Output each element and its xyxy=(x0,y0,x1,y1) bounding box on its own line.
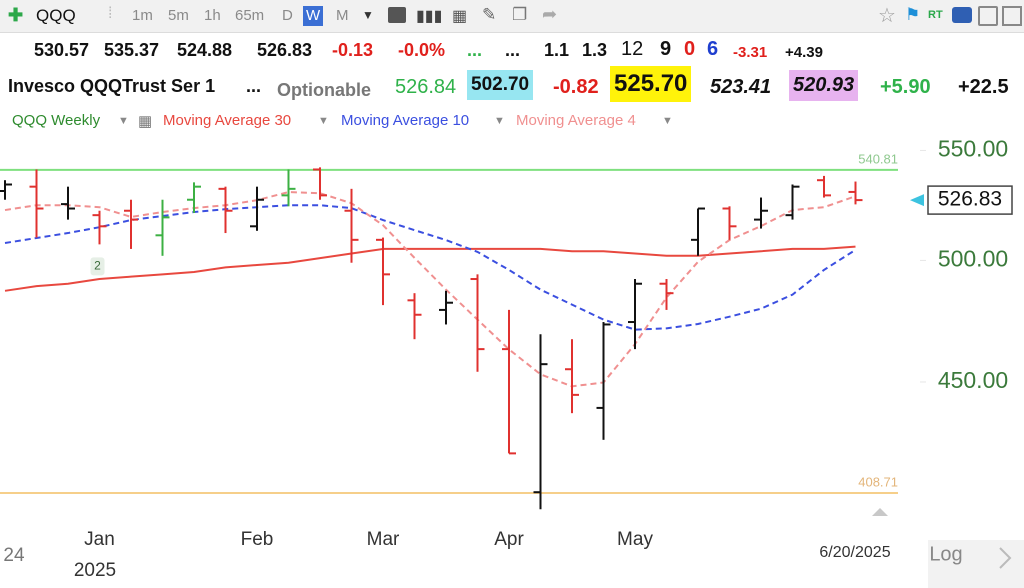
moving-average xyxy=(4,245,856,292)
value: 523.41 xyxy=(710,76,772,98)
scroll-arrow[interactable] xyxy=(872,508,888,516)
expand-arrow[interactable] xyxy=(999,547,1012,569)
y-tick-label: 500.00 xyxy=(938,245,1008,271)
moving-average xyxy=(4,191,856,388)
bars-icon[interactable]: ▮▮▮ xyxy=(416,8,443,25)
x-year-label: 24 xyxy=(3,545,25,566)
y-tick-label: 550.00 xyxy=(938,136,1008,162)
stat: 1.3 xyxy=(582,40,608,60)
value: +22.5 xyxy=(958,76,1009,98)
price-pointer xyxy=(910,194,924,207)
add-icon[interactable]: ✚ xyxy=(8,5,24,25)
value-yellow: 525.70 xyxy=(610,66,692,102)
flag-icon[interactable]: ⚑ xyxy=(905,5,921,24)
pen-icon[interactable]: ✎ xyxy=(482,5,497,24)
reference-label: 408.71 xyxy=(858,474,898,489)
close: 526.83 xyxy=(257,40,313,60)
s-icon[interactable] xyxy=(952,7,972,23)
optionable: Optionable xyxy=(277,80,371,100)
high: 535.37 xyxy=(104,40,160,60)
stat: 12 xyxy=(621,38,644,60)
grid-icon[interactable]: ▦ xyxy=(452,8,468,25)
interval-button[interactable]: M xyxy=(336,7,349,24)
company-name: Invesco QQQTrust Ser 1 xyxy=(8,76,216,96)
legend-caret[interactable]: ▼ xyxy=(118,115,129,127)
scale-box xyxy=(928,540,1024,588)
stat: 9 xyxy=(660,38,672,60)
legend-entry[interactable]: QQQ Weekly xyxy=(12,112,101,129)
legend-entry[interactable]: Moving Average 4 xyxy=(516,112,636,129)
share-icon[interactable]: ➦ xyxy=(542,4,558,24)
interval-button[interactable]: D xyxy=(282,7,293,24)
x-tick-label: Mar xyxy=(367,529,400,550)
x-tick-label: Feb xyxy=(241,529,274,550)
annotation-badge xyxy=(90,257,105,276)
stat: 6 xyxy=(707,38,719,60)
interval-button-active[interactable]: W xyxy=(303,6,324,26)
x-year-label: 2025 xyxy=(74,560,116,581)
stat: 1.1 xyxy=(544,40,570,60)
separator: ⁞ xyxy=(108,5,113,22)
x-tick-label: Apr xyxy=(494,529,524,550)
value: +5.90 xyxy=(880,76,931,98)
price-box xyxy=(927,185,1013,215)
value-pink: 520.93 xyxy=(789,70,859,101)
toolbar: ✚ QQQ ⁞ 1m 5m 1h 65m D W M ▼ ▮▮▮ ▦ ✎ ❐ ➦… xyxy=(0,0,1024,33)
window-icon[interactable] xyxy=(1002,6,1022,26)
value-cyan: 502.70 xyxy=(467,70,534,100)
change: -0.13 xyxy=(332,40,374,60)
scale-label: Log xyxy=(929,543,962,565)
stat: 0 xyxy=(684,38,696,60)
star-icon[interactable]: ☆ xyxy=(878,5,896,27)
value: -0.82 xyxy=(553,76,599,98)
save-icon[interactable] xyxy=(978,6,998,26)
x-tick-label: May xyxy=(617,529,653,550)
reference-label: 540.81 xyxy=(858,151,898,166)
stat: -3.31 xyxy=(733,44,768,61)
change-pct: -0.0% xyxy=(398,40,446,60)
legend-icon[interactable]: ▦ xyxy=(138,113,153,130)
dots: ... xyxy=(246,76,262,96)
y-tick-label: 450.00 xyxy=(938,367,1008,393)
page-icon[interactable]: ❐ xyxy=(512,5,528,24)
legend-entry[interactable]: Moving Average 10 xyxy=(341,112,470,129)
dropdown[interactable]: ▼ xyxy=(362,8,374,22)
interval-button[interactable]: 1h xyxy=(204,7,221,24)
moving-average xyxy=(4,204,857,331)
interval-button[interactable]: 1m xyxy=(132,7,153,24)
legend-caret[interactable]: ▼ xyxy=(494,115,505,127)
value: 526.84 xyxy=(395,76,457,98)
x-tick-label: Jan xyxy=(84,529,115,550)
stat: +4.39 xyxy=(785,44,823,61)
interval-button[interactable]: 5m xyxy=(168,7,189,24)
legend-entry[interactable]: Moving Average 30 xyxy=(163,112,292,129)
tool-icon[interactable] xyxy=(388,7,406,23)
dots: ... xyxy=(505,40,521,60)
annotation-text: 2 xyxy=(94,259,101,273)
interval-button[interactable]: 65m xyxy=(235,7,265,24)
rt-icon[interactable]: RT xyxy=(928,9,943,21)
legend-caret[interactable]: ▼ xyxy=(662,115,673,127)
open: 530.57 xyxy=(34,40,90,60)
last-date-label: 6/20/2025 xyxy=(819,544,890,561)
low: 524.88 xyxy=(177,40,233,60)
symbol[interactable]: QQQ xyxy=(36,6,76,25)
dots: ... xyxy=(467,40,483,60)
price-box-label: 526.83 xyxy=(938,188,1002,211)
legend-caret[interactable]: ▼ xyxy=(318,115,329,127)
